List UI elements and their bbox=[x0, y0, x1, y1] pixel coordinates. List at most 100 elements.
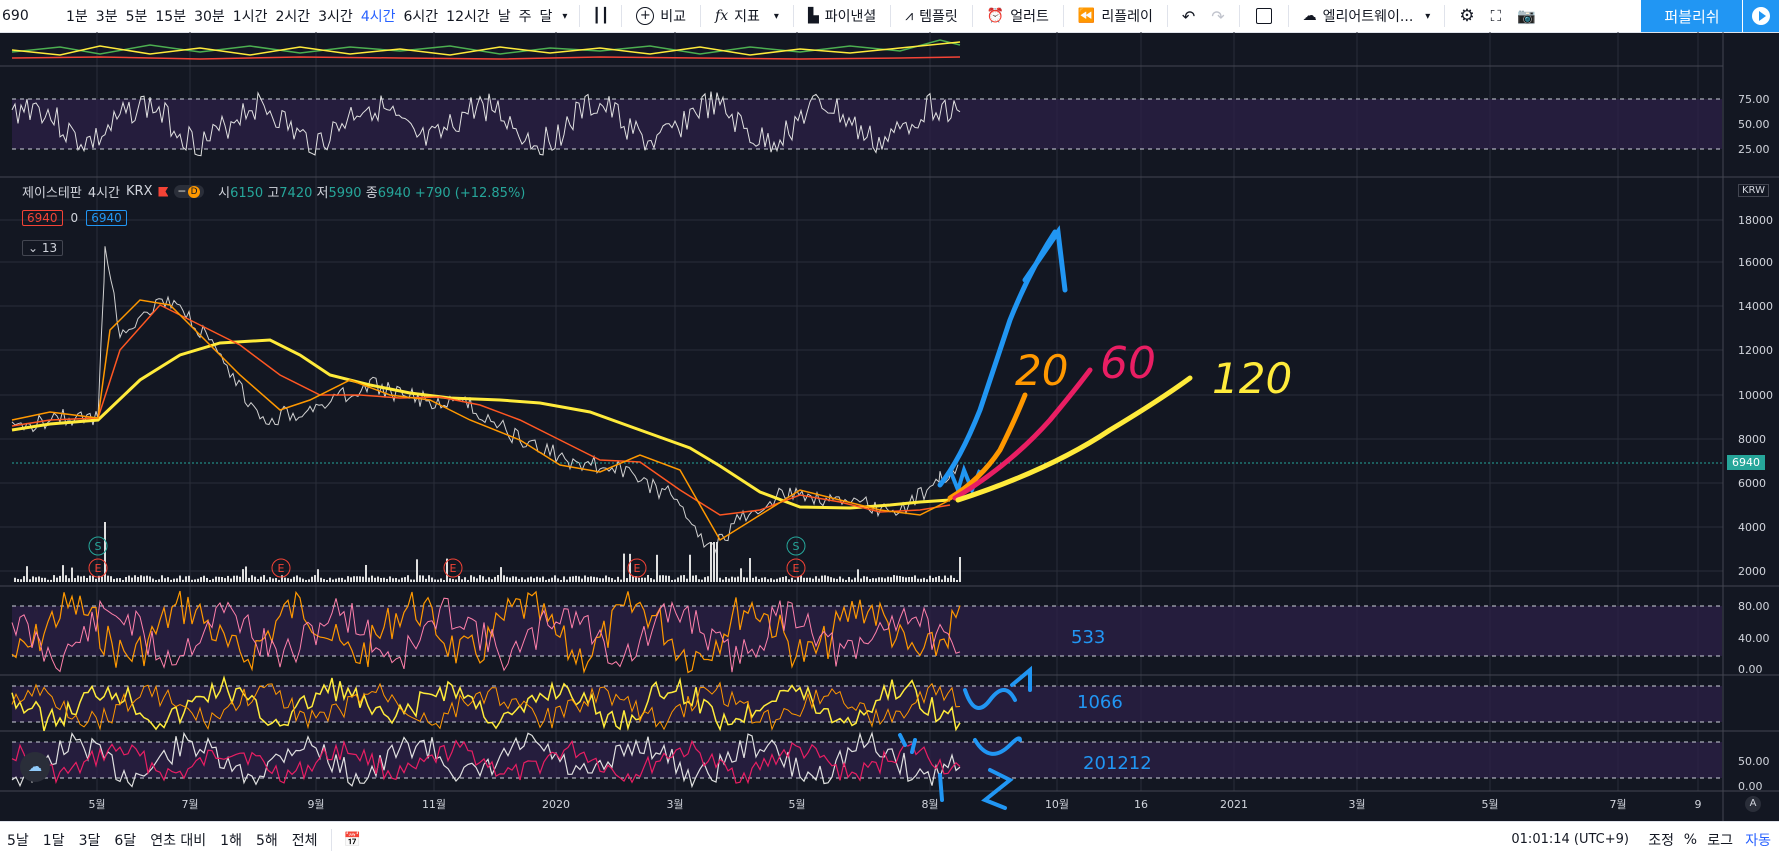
tradingview-logo[interactable]: ☁ bbox=[20, 752, 50, 782]
volume-bar bbox=[38, 576, 40, 582]
range-3[interactable]: 6달 bbox=[114, 832, 137, 849]
range-1[interactable]: 1달 bbox=[42, 832, 65, 849]
financials-button[interactable]: ▙ 파이낸셜 bbox=[800, 6, 884, 26]
e-marker-label: E bbox=[634, 562, 641, 575]
range-7[interactable]: 전체 bbox=[291, 832, 318, 849]
volume-bar bbox=[17, 578, 19, 582]
timeframe-1[interactable]: 3분 bbox=[95, 9, 118, 25]
range-6[interactable]: 5해 bbox=[255, 832, 278, 849]
collapse-legend-button[interactable]: ⌄ 13 bbox=[22, 240, 64, 256]
collapse-count: 13 bbox=[41, 241, 58, 255]
volume-bar bbox=[485, 579, 487, 582]
replay-button[interactable]: ⏪ 리플레이 bbox=[1070, 6, 1161, 26]
camera-icon[interactable]: 📷 bbox=[1517, 7, 1536, 25]
volume-bar bbox=[917, 578, 919, 582]
volume-bar bbox=[311, 576, 313, 582]
chevron-down-icon[interactable]: ▾ bbox=[562, 10, 568, 22]
redo-icon[interactable]: ↷ bbox=[1211, 6, 1225, 26]
clock-label[interactable]: 01:01:14 (UTC+9) bbox=[1511, 832, 1629, 847]
volume-bar bbox=[599, 578, 601, 582]
volume-bar bbox=[647, 575, 649, 582]
fullscreen-square-icon[interactable] bbox=[1255, 8, 1272, 24]
volume-bar bbox=[77, 575, 79, 582]
e-marker bbox=[627, 558, 647, 578]
timeframe-8[interactable]: 4시간 bbox=[360, 9, 396, 25]
range-4[interactable]: 연초 대비 bbox=[150, 832, 207, 849]
timeframe-13[interactable]: 달 bbox=[539, 9, 553, 25]
alarm-clock-icon: ⏰ bbox=[986, 8, 1005, 24]
undo-icon[interactable]: ↶ bbox=[1181, 6, 1196, 26]
timeframe-3[interactable]: 15분 bbox=[155, 9, 187, 25]
data-badge[interactable]: ━ D bbox=[174, 185, 205, 198]
volume-bar bbox=[461, 579, 463, 582]
divider bbox=[1287, 5, 1289, 27]
log-toggle[interactable]: 로그 bbox=[1707, 832, 1733, 849]
timeframe-7[interactable]: 3시간 bbox=[318, 9, 353, 25]
ask-pill[interactable]: 6940 bbox=[86, 210, 127, 226]
volume-bar bbox=[635, 576, 637, 582]
publish-button[interactable]: 퍼블리쉬 bbox=[1641, 0, 1743, 32]
timeframe-12[interactable]: 주 bbox=[518, 9, 532, 25]
chart-area[interactable]: S E E E E S E 20 60 120 5월 7월 9월 11월 2020 3월 5… bbox=[0, 32, 1779, 821]
chart-canvas[interactable]: S E E E E S E 20 60 120 5월 7월 9월 11월 2020 3월 5… bbox=[0, 32, 1779, 821]
price-tick: 8000 bbox=[1738, 433, 1766, 446]
time-tick: 9 bbox=[1695, 798, 1702, 811]
osc1-pink-line bbox=[11, 597, 961, 673]
volume-bar bbox=[320, 577, 322, 582]
volume-bar bbox=[746, 577, 748, 582]
timeframe-0[interactable]: 1분 bbox=[66, 9, 88, 25]
volume-bar bbox=[938, 575, 940, 582]
symbol-search[interactable]: 690 bbox=[2, 8, 29, 24]
timeframe-6[interactable]: 2시간 bbox=[275, 9, 311, 25]
templates-button[interactable]: ⩘ 템플릿 bbox=[897, 6, 966, 26]
adjust-toggle[interactable]: 조정 bbox=[1648, 832, 1674, 849]
compare-button[interactable]: + 비교 bbox=[628, 6, 694, 26]
symbol-name[interactable]: 제이스테판 bbox=[22, 186, 82, 201]
alert-button[interactable]: ⏰ 얼러트 bbox=[979, 6, 1057, 26]
expand-icon[interactable]: ⛶ bbox=[1490, 7, 1502, 25]
volume-bar bbox=[254, 576, 256, 582]
range-2[interactable]: 3달 bbox=[78, 832, 101, 849]
layout-button[interactable]: ☁ 엘리어트웨이... ▾ bbox=[1295, 6, 1439, 26]
volume-bar bbox=[800, 575, 802, 582]
volume-bar bbox=[374, 577, 376, 582]
bar-style-icon[interactable]: ┃┃ bbox=[592, 8, 610, 24]
auto-scale-a[interactable]: A bbox=[1745, 796, 1761, 812]
e-marker-label: E bbox=[450, 562, 457, 575]
volume-bar bbox=[554, 575, 556, 582]
range-0[interactable]: 5날 bbox=[7, 832, 29, 849]
timeframe-5[interactable]: 1시간 bbox=[232, 9, 268, 25]
calendar-icon[interactable]: 📅 bbox=[343, 831, 361, 848]
volume-bar bbox=[665, 575, 667, 582]
volume-bar bbox=[239, 576, 241, 582]
volume-bar bbox=[269, 577, 271, 582]
volume-bar bbox=[53, 575, 55, 582]
bid-pill[interactable]: 6940 bbox=[22, 210, 63, 226]
divider bbox=[792, 5, 794, 27]
volume-bar bbox=[851, 579, 853, 582]
volume-bar bbox=[176, 578, 178, 582]
range-5[interactable]: 1해 bbox=[220, 832, 242, 849]
timeframe-4[interactable]: 30분 bbox=[194, 9, 225, 25]
volume-bar bbox=[494, 576, 496, 582]
volume-bar bbox=[500, 567, 502, 582]
gear-icon[interactable]: ⚙ bbox=[1459, 6, 1475, 26]
timeframe-11[interactable]: 날 bbox=[497, 9, 511, 25]
volume-bar bbox=[476, 578, 478, 582]
e-marker bbox=[88, 558, 108, 578]
indicators-button[interactable]: fx 지표 ▾ bbox=[707, 6, 787, 26]
volume-bar bbox=[422, 575, 424, 582]
timeframe-2[interactable]: 5분 bbox=[125, 9, 148, 25]
timeframe-9[interactable]: 6시간 bbox=[403, 9, 439, 25]
volume-bar bbox=[182, 579, 184, 582]
volume-bar bbox=[41, 577, 43, 582]
volume-bar bbox=[881, 577, 883, 582]
volume-bar bbox=[731, 576, 733, 582]
volume-bar bbox=[101, 576, 103, 582]
ma20-annotation: 20 bbox=[1015, 346, 1068, 395]
auto-toggle[interactable]: 자동 bbox=[1745, 832, 1771, 849]
play-button[interactable] bbox=[1742, 0, 1779, 32]
timeframe-10[interactable]: 12시간 bbox=[446, 9, 490, 25]
percent-toggle[interactable]: % bbox=[1683, 831, 1697, 848]
osc2-yellow-line bbox=[11, 675, 961, 732]
